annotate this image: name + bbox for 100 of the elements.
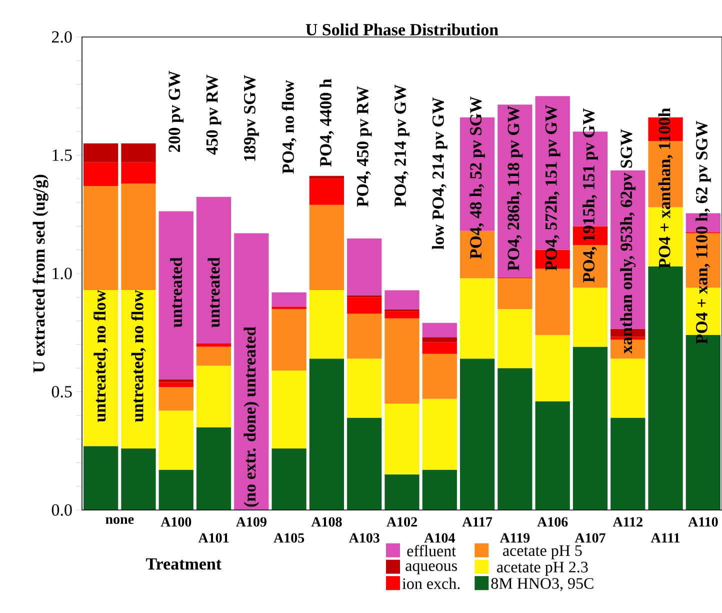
bar [422,398,457,470]
x-tick-label: A107 [574,533,606,543]
annotation: xanthan only, 953h, 62pv SGW [620,129,636,354]
bar [535,401,570,510]
bar [384,404,420,475]
bar [196,196,232,344]
bar [498,308,532,368]
x-tick-label: none [106,517,134,524]
bar [84,162,118,186]
annotation: PO4, 1915h, 151 pv GW [582,108,598,282]
annotation: PO4, 286h, 118 pv GW [507,106,523,271]
bar [158,382,194,388]
annotation: PO4, 214 pv GW [394,84,410,207]
bar [610,358,646,418]
annotation: PO4, 4400 h [319,78,334,167]
annotation: untreated [208,257,220,328]
annotation: 200 pv GW [168,70,184,152]
bar [84,186,118,290]
annotation: PO4 + xan, 1100 h, 62 pv SGW [695,120,711,344]
bar [272,448,306,510]
bar [572,346,608,510]
bar [535,334,570,402]
annotation: 189pv SGW [244,75,259,161]
annotation: low PO4, 214 pv GW [432,97,448,250]
x-tick-label: A108 [311,517,342,527]
x-tick-label: A119 [500,533,530,543]
bar [158,410,194,470]
x-tick-label: A110 [688,517,718,527]
bar [384,474,420,510]
bar [384,311,420,318]
bar [347,314,382,359]
bar [498,368,532,510]
bar [196,344,232,347]
bar [460,358,495,510]
bar [121,448,156,510]
bar [309,178,344,205]
bar [272,308,306,370]
y-tick-label: 0.0 [52,504,72,516]
x-tick-label: A117 [462,517,492,526]
bar [309,176,344,179]
bar [572,288,608,347]
bar [158,387,194,411]
bar [347,238,382,296]
legend-label: 8M HNO3, 95C [491,578,594,592]
bar [272,292,306,307]
bar [610,418,646,510]
y-tick-label: 1.5 [52,150,72,161]
bar [196,346,232,366]
bar [422,342,457,354]
x-tick-label: A103 [348,533,380,543]
bar [347,418,382,510]
bar [158,470,194,510]
bar [234,233,269,510]
bar [196,366,232,428]
legend-label: effluent [407,544,456,556]
y-axis-title: U extracted from sed (ug/g) [32,174,48,373]
bar [460,278,495,359]
bar [309,204,344,290]
x-tick-label: A106 [537,517,568,527]
annotation: PO4, 450 pv RW [356,86,372,207]
bar [84,143,118,162]
legend-label: acetate pH 5 [503,545,582,560]
x-tick-label: A102 [386,517,417,527]
legend-label: ion exch. [402,578,460,590]
bar [121,143,156,162]
annotation: PO4, 572h, 151 pv GW [544,104,560,271]
annotation: untreated, no flow [131,290,146,422]
x-tick-label: A104 [424,533,455,543]
bar [347,297,382,314]
bar [158,379,194,382]
annotation: PO4, 48 h, 52 pv SGW [470,96,486,259]
x-tick-label: A111 [650,533,680,542]
bar [422,322,457,338]
y-tick-label: 0.5 [52,386,72,398]
bar [422,354,457,399]
bar [309,358,344,510]
annotation: PO4, no flow [282,80,296,174]
x-tick-label: A105 [274,533,304,543]
legend-label: acetate pH 2.3 [497,562,588,576]
annotation: untreated, no flow [94,290,108,422]
bar [196,427,232,510]
bar [309,290,344,359]
y-tick-label: 2.0 [52,31,72,43]
annotation: PO4 + xanthan, 1100h [658,108,673,268]
x-tick-label: A100 [160,517,192,527]
chart-title: U Solid Phase Distribution [306,23,498,36]
bar [422,337,457,342]
bar [84,290,118,446]
legend-label: aqueous [406,563,457,574]
x-tick-label: A109 [236,517,266,527]
bar [498,278,532,309]
x-tick-label: A112 [612,517,642,526]
bar [422,470,457,510]
annotation: 450 pv RW [206,74,222,155]
bar [498,104,532,278]
bar [384,318,420,404]
x-axis-title: Treatment [146,558,222,570]
bar [347,358,382,418]
bar [272,370,306,449]
bar [121,184,156,290]
